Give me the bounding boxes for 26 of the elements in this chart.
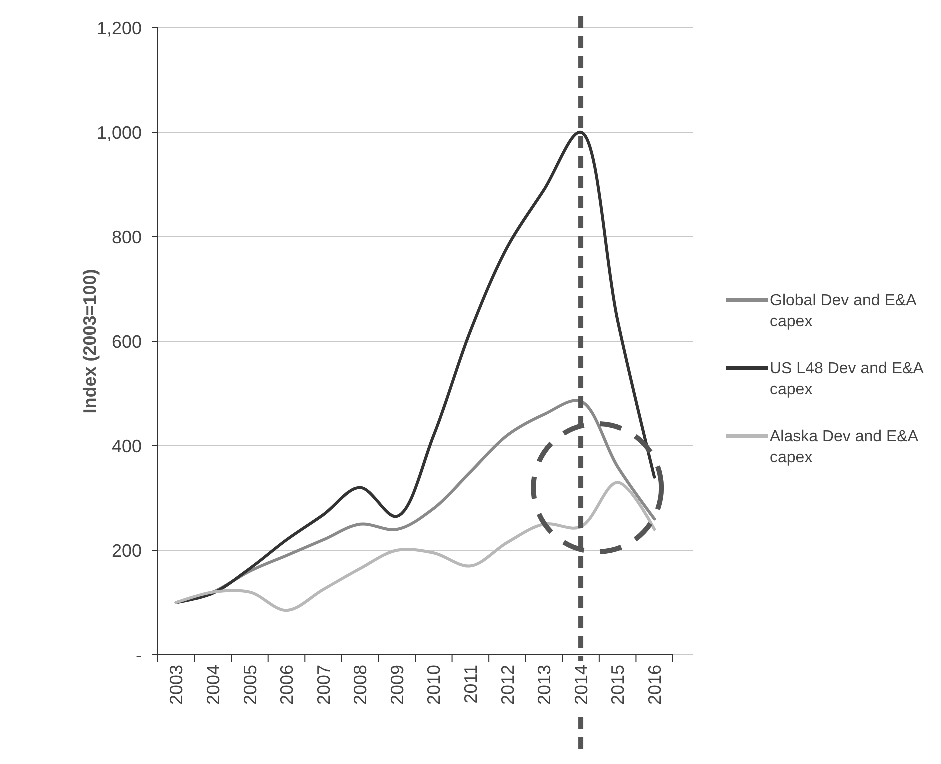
y-tick-label: 1,000 [96, 122, 142, 143]
y-tick-label: 800 [112, 227, 142, 248]
x-tick-label: 2005 [240, 665, 260, 706]
x-tick-label: 2010 [424, 665, 444, 706]
x-tick-label: 2006 [277, 665, 298, 706]
x-tick-label: 2012 [498, 665, 518, 706]
y-tick-label: - [136, 645, 142, 666]
line-series [174, 481, 656, 612]
legend-label: Alaska Dev and E&A capex [770, 428, 919, 467]
x-tick-label: 2016 [644, 665, 665, 706]
y-tick-label: 400 [112, 436, 142, 456]
legend-label: US L48 Dev and E&A capex [770, 360, 924, 399]
y-axis-title: Index (2003=100) [80, 269, 100, 414]
y-tick-label: 200 [112, 540, 142, 561]
x-tick-label: 2015 [608, 665, 628, 706]
x-tick-label: 2008 [350, 665, 371, 706]
x-tick-label: 2003 [166, 665, 187, 706]
x-tick-label: 2014 [571, 665, 592, 706]
legend-label: Global Dev and E&A capex [770, 292, 918, 331]
x-tick-label: 2004 [203, 665, 224, 706]
x-tick-label: 2011 [460, 665, 481, 704]
x-tick-label: 2013 [534, 665, 555, 706]
x-tick-label: 2009 [387, 665, 408, 706]
x-tick-label: 2007 [314, 665, 334, 706]
y-tick-label: 600 [112, 332, 142, 352]
y-tick-label: 1,200 [96, 18, 142, 38]
